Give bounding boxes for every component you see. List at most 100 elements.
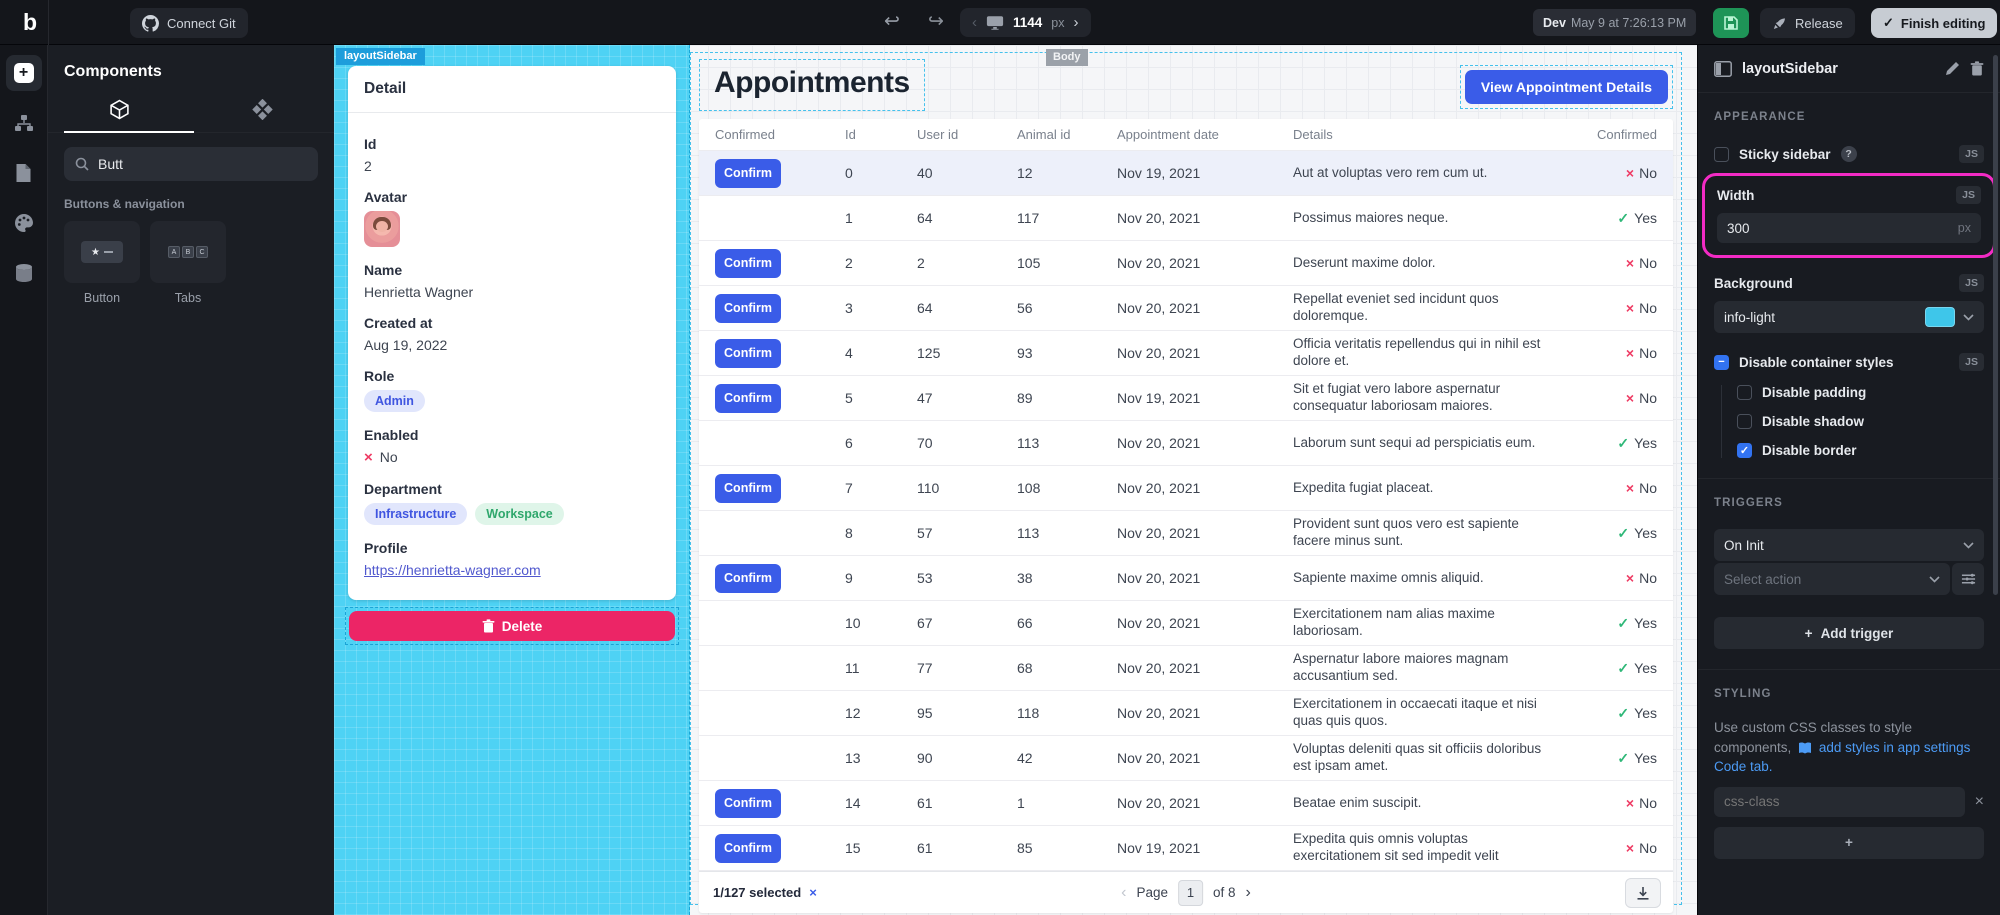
confirm-button[interactable]: Confirm: [715, 338, 781, 368]
table-row[interactable]: 8 57 113 Nov 20, 2021 Provident sunt quos ve…: [699, 511, 1673, 556]
confirm-button[interactable]: Confirm: [715, 248, 781, 278]
trigger-action-select[interactable]: Select action: [1714, 563, 1950, 595]
component-card-button[interactable]: ★ Button: [64, 221, 140, 305]
help-icon[interactable]: ?: [1840, 146, 1857, 162]
component-search[interactable]: [64, 147, 318, 181]
col-header-appointment-date: Appointment date: [1117, 127, 1219, 142]
undo-icon[interactable]: ↩: [884, 11, 900, 32]
page-prev-icon[interactable]: ‹: [1121, 883, 1127, 901]
rail-theme[interactable]: [6, 205, 42, 241]
table-row[interactable]: 13 90 42 Nov 20, 2021 Voluptas deleniti quas…: [699, 736, 1673, 781]
sticky-sidebar-checkbox[interactable]: [1714, 146, 1729, 162]
body-region[interactable]: Body Appointments View Appointment Detai…: [690, 49, 1682, 913]
background-select[interactable]: info-light: [1714, 301, 1984, 333]
page-next-icon[interactable]: ›: [1245, 883, 1251, 901]
confirm-button[interactable]: Confirm: [715, 158, 781, 188]
field-label: Avatar: [364, 189, 408, 205]
finish-editing-button[interactable]: ✓ Finish editing: [1871, 8, 1998, 38]
device-prev-icon[interactable]: ‹: [972, 14, 977, 31]
confirm-button[interactable]: Confirm: [715, 788, 781, 818]
css-class-input[interactable]: [1724, 794, 1955, 810]
confirm-button[interactable]: Confirm: [715, 473, 781, 503]
table-row[interactable]: Confirm 0 40 12 Nov 19, 2021 Aut at voluptas …: [699, 151, 1673, 196]
panel-scrollbar[interactable]: [1993, 55, 1998, 595]
app-logo[interactable]: b: [22, 8, 38, 35]
tab-plugins[interactable]: [191, 87, 334, 132]
release-button[interactable]: Release: [1760, 8, 1855, 38]
save-button[interactable]: [1713, 8, 1749, 38]
page-number-input[interactable]: [1178, 879, 1203, 906]
page-title: Appointments: [714, 66, 910, 99]
action-settings-button[interactable]: [1952, 563, 1984, 595]
confirm-button[interactable]: Confirm: [715, 833, 781, 863]
table-cell: 113: [1017, 435, 1040, 451]
table-cell: 66: [1017, 615, 1033, 631]
table-row[interactable]: 12 95 118 Nov 20, 2021 Exercitationem in occ…: [699, 691, 1673, 736]
rail-screens[interactable]: [6, 105, 42, 141]
rail-pages[interactable]: [6, 155, 42, 191]
add-trigger-button[interactable]: + Add trigger: [1714, 617, 1984, 649]
connect-git-button[interactable]: Connect Git: [130, 8, 248, 38]
profile-link[interactable]: https://henrietta-wagner.com: [364, 562, 541, 578]
table-cell: × No: [1625, 300, 1657, 316]
diamonds-icon: [252, 99, 273, 120]
table-row[interactable]: 1 64 117 Nov 20, 2021 Possimus maiores neque…: [699, 196, 1673, 241]
table-row[interactable]: Confirm 4 125 93 Nov 20, 2021 Officia veritat…: [699, 331, 1673, 376]
js-binding-button[interactable]: JS: [1959, 274, 1984, 292]
container-style-option: Disable padding: [1737, 385, 1984, 400]
table-row[interactable]: 11 77 68 Nov 20, 2021 Aspernatur labore maio…: [699, 646, 1673, 691]
edit-icon[interactable]: [1945, 61, 1960, 76]
delete-button[interactable]: Delete: [349, 611, 675, 641]
detail-card[interactable]: Detail Id 2 Avatar Name Henrietta Wagner Crea…: [348, 66, 676, 600]
table-cell: Nov 20, 2021: [1117, 480, 1201, 496]
trigger-action-placeholder: Select action: [1724, 571, 1802, 587]
rail-add-component[interactable]: +: [5, 55, 42, 91]
width-label: Width: [1717, 187, 1755, 203]
remove-css-class-icon[interactable]: ×: [1974, 792, 1984, 810]
table-row[interactable]: Confirm 2 2 105 Nov 20, 2021 Deserunt maxime …: [699, 241, 1673, 286]
table-row[interactable]: 6 70 113 Nov 20, 2021 Laborum sunt sequi ad …: [699, 421, 1673, 466]
device-next-icon[interactable]: ›: [1073, 14, 1079, 31]
table-row[interactable]: 10 67 66 Nov 20, 2021 Exercitationem nam ali…: [699, 601, 1673, 646]
table-cell: 90: [917, 750, 933, 766]
tab-components[interactable]: [48, 87, 191, 132]
table-cell: 42: [1017, 750, 1033, 766]
search-input[interactable]: [98, 156, 278, 172]
table-row[interactable]: Confirm 5 47 89 Nov 19, 2021 Sit et fugiat ve…: [699, 376, 1673, 421]
confirm-button[interactable]: Confirm: [715, 563, 781, 593]
add-styles-link[interactable]: add styles in app settings Code tab.: [1714, 739, 1971, 775]
view-appointment-details-button[interactable]: View Appointment Details: [1464, 70, 1668, 104]
device-width-selector[interactable]: ‹ 1144 px ›: [960, 8, 1091, 37]
confirm-button[interactable]: Confirm: [715, 383, 781, 413]
table-cell: × No: [1625, 390, 1657, 406]
js-binding-button[interactable]: JS: [1956, 186, 1981, 204]
delete-component-icon[interactable]: [1970, 61, 1984, 76]
table-cell: 67: [917, 615, 933, 631]
selected-layout-sidebar[interactable]: layoutSidebar Detail Id 2 Avatar Name Henrie…: [334, 45, 690, 915]
add-css-class-button[interactable]: +: [1714, 826, 1984, 859]
table-row[interactable]: Confirm 3 64 56 Nov 20, 2021 Repellat eveniet…: [699, 286, 1673, 331]
table-row[interactable]: Confirm 14 61 1 Nov 20, 2021 Beatae enim susc…: [699, 781, 1673, 826]
table-cell: 117: [1017, 210, 1040, 226]
checkbox[interactable]: ✓: [1737, 443, 1752, 458]
js-binding-button[interactable]: JS: [1959, 145, 1984, 163]
table-row[interactable]: Confirm 7 110 108 Nov 20, 2021 Expedita fugia…: [699, 466, 1673, 511]
appointments-heading-selection[interactable]: Appointments: [699, 59, 925, 111]
confirm-button[interactable]: Confirm: [715, 293, 781, 323]
table-row[interactable]: Confirm 15 61 85 Nov 19, 2021 Expedita quis o…: [699, 826, 1673, 871]
table-row[interactable]: Confirm 9 53 38 Nov 20, 2021 Sapiente maxime …: [699, 556, 1673, 601]
redo-icon[interactable]: ↪: [928, 11, 944, 32]
download-button[interactable]: [1625, 877, 1661, 908]
disable-container-styles-checkbox[interactable]: −: [1714, 354, 1729, 370]
table-cell: 14: [845, 795, 861, 811]
clear-selection-icon[interactable]: ×: [809, 885, 817, 900]
js-binding-button[interactable]: JS: [1959, 353, 1984, 371]
checkbox[interactable]: [1737, 414, 1752, 429]
color-swatch[interactable]: [1925, 307, 1955, 327]
rail-data[interactable]: [6, 255, 42, 291]
col-header-details: Details: [1293, 127, 1333, 142]
checkbox[interactable]: [1737, 385, 1752, 400]
trigger-event-select[interactable]: On Init: [1714, 529, 1984, 561]
width-input[interactable]: [1727, 220, 1958, 236]
